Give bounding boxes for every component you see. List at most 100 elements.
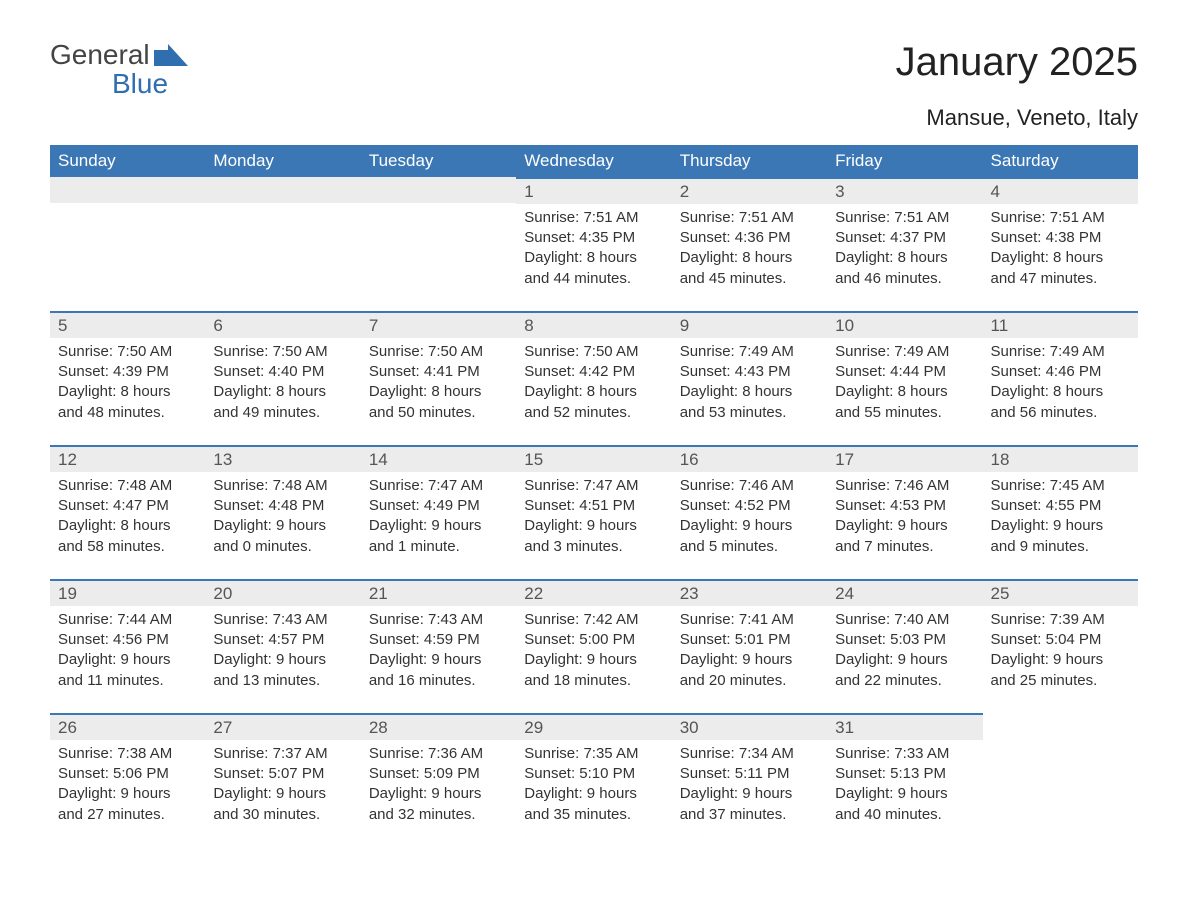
day-details: Sunrise: 7:39 AMSunset: 5:04 PMDaylight:… [983,606,1138,697]
daylight-line: Daylight: 8 hours and 45 minutes. [680,248,819,289]
daylight-line: Daylight: 8 hours and 52 minutes. [524,382,663,423]
sunset-line: Sunset: 4:47 PM [58,496,197,516]
sunset-line: Sunset: 4:49 PM [369,496,508,516]
sunset-line: Sunset: 4:51 PM [524,496,663,516]
weekday-header: Saturday [983,145,1138,177]
sunrise-line: Sunrise: 7:46 AM [680,476,819,496]
sunrise-line: Sunrise: 7:50 AM [213,342,352,362]
daylight-line: Daylight: 9 hours and 30 minutes. [213,784,352,825]
sunrise-line: Sunrise: 7:51 AM [835,208,974,228]
day-number: 20 [205,579,360,606]
daylight-line: Daylight: 9 hours and 1 minute. [369,516,508,557]
sunset-line: Sunset: 4:35 PM [524,228,663,248]
daylight-line: Daylight: 8 hours and 55 minutes. [835,382,974,423]
logo-flag-icon [154,44,188,66]
sunset-line: Sunset: 5:07 PM [213,764,352,784]
calendar-cell: 19Sunrise: 7:44 AMSunset: 4:56 PMDayligh… [50,579,205,713]
sunrise-line: Sunrise: 7:33 AM [835,744,974,764]
day-details: Sunrise: 7:50 AMSunset: 4:39 PMDaylight:… [50,338,205,429]
sunset-line: Sunset: 4:43 PM [680,362,819,382]
day-details: Sunrise: 7:45 AMSunset: 4:55 PMDaylight:… [983,472,1138,563]
sunset-line: Sunset: 4:59 PM [369,630,508,650]
sunrise-line: Sunrise: 7:42 AM [524,610,663,630]
day-details: Sunrise: 7:38 AMSunset: 5:06 PMDaylight:… [50,740,205,831]
weekday-header: Wednesday [516,145,671,177]
calendar-cell: 18Sunrise: 7:45 AMSunset: 4:55 PMDayligh… [983,445,1138,579]
day-number: 11 [983,311,1138,338]
calendar-week-row: 19Sunrise: 7:44 AMSunset: 4:56 PMDayligh… [50,579,1138,713]
day-number: 30 [672,713,827,740]
day-number: 16 [672,445,827,472]
sunrise-line: Sunrise: 7:47 AM [524,476,663,496]
calendar-week-row: 26Sunrise: 7:38 AMSunset: 5:06 PMDayligh… [50,713,1138,847]
sunset-line: Sunset: 5:09 PM [369,764,508,784]
day-number: 23 [672,579,827,606]
daylight-line: Daylight: 8 hours and 53 minutes. [680,382,819,423]
day-number: 21 [361,579,516,606]
daylight-line: Daylight: 8 hours and 44 minutes. [524,248,663,289]
day-number: 1 [516,177,671,204]
day-details: Sunrise: 7:50 AMSunset: 4:42 PMDaylight:… [516,338,671,429]
weekday-header-row: SundayMondayTuesdayWednesdayThursdayFrid… [50,145,1138,177]
sunset-line: Sunset: 4:57 PM [213,630,352,650]
sunset-line: Sunset: 4:42 PM [524,362,663,382]
calendar-cell: 28Sunrise: 7:36 AMSunset: 5:09 PMDayligh… [361,713,516,847]
sunrise-line: Sunrise: 7:34 AM [680,744,819,764]
sunset-line: Sunset: 4:46 PM [991,362,1130,382]
calendar-cell: 31Sunrise: 7:33 AMSunset: 5:13 PMDayligh… [827,713,982,847]
day-number: 5 [50,311,205,338]
calendar-cell: 13Sunrise: 7:48 AMSunset: 4:48 PMDayligh… [205,445,360,579]
day-details: Sunrise: 7:42 AMSunset: 5:00 PMDaylight:… [516,606,671,697]
day-number: 8 [516,311,671,338]
calendar-cell: 4Sunrise: 7:51 AMSunset: 4:38 PMDaylight… [983,177,1138,311]
sunrise-line: Sunrise: 7:36 AM [369,744,508,764]
calendar-week-row: 12Sunrise: 7:48 AMSunset: 4:47 PMDayligh… [50,445,1138,579]
calendar-cell: 16Sunrise: 7:46 AMSunset: 4:52 PMDayligh… [672,445,827,579]
sunset-line: Sunset: 4:41 PM [369,362,508,382]
calendar-cell: 6Sunrise: 7:50 AMSunset: 4:40 PMDaylight… [205,311,360,445]
calendar-cell: 2Sunrise: 7:51 AMSunset: 4:36 PMDaylight… [672,177,827,311]
day-number: 25 [983,579,1138,606]
sunrise-line: Sunrise: 7:35 AM [524,744,663,764]
weekday-header: Friday [827,145,982,177]
sunset-line: Sunset: 4:52 PM [680,496,819,516]
calendar-cell: 17Sunrise: 7:46 AMSunset: 4:53 PMDayligh… [827,445,982,579]
daylight-line: Daylight: 9 hours and 16 minutes. [369,650,508,691]
sunrise-line: Sunrise: 7:47 AM [369,476,508,496]
day-details: Sunrise: 7:47 AMSunset: 4:49 PMDaylight:… [361,472,516,563]
calendar-cell: 8Sunrise: 7:50 AMSunset: 4:42 PMDaylight… [516,311,671,445]
day-number: 22 [516,579,671,606]
logo-text-general: General [50,40,150,69]
weekday-header: Thursday [672,145,827,177]
calendar-cell [205,177,360,311]
day-details: Sunrise: 7:43 AMSunset: 4:59 PMDaylight:… [361,606,516,697]
day-number: 7 [361,311,516,338]
day-details: Sunrise: 7:51 AMSunset: 4:38 PMDaylight:… [983,204,1138,295]
day-details: Sunrise: 7:48 AMSunset: 4:47 PMDaylight:… [50,472,205,563]
sunrise-line: Sunrise: 7:49 AM [835,342,974,362]
daylight-line: Daylight: 9 hours and 11 minutes. [58,650,197,691]
day-number: 26 [50,713,205,740]
day-number: 15 [516,445,671,472]
day-details: Sunrise: 7:47 AMSunset: 4:51 PMDaylight:… [516,472,671,563]
sunset-line: Sunset: 4:36 PM [680,228,819,248]
logo-text-blue: Blue [112,69,188,98]
calendar-cell: 26Sunrise: 7:38 AMSunset: 5:06 PMDayligh… [50,713,205,847]
empty-day-header [50,177,205,203]
day-number: 2 [672,177,827,204]
sunrise-line: Sunrise: 7:43 AM [369,610,508,630]
sunset-line: Sunset: 5:00 PM [524,630,663,650]
day-details: Sunrise: 7:46 AMSunset: 4:53 PMDaylight:… [827,472,982,563]
calendar-cell: 29Sunrise: 7:35 AMSunset: 5:10 PMDayligh… [516,713,671,847]
day-number: 29 [516,713,671,740]
daylight-line: Daylight: 8 hours and 46 minutes. [835,248,974,289]
sunrise-line: Sunrise: 7:48 AM [213,476,352,496]
day-number: 13 [205,445,360,472]
day-details: Sunrise: 7:48 AMSunset: 4:48 PMDaylight:… [205,472,360,563]
calendar-cell: 3Sunrise: 7:51 AMSunset: 4:37 PMDaylight… [827,177,982,311]
sunrise-line: Sunrise: 7:45 AM [991,476,1130,496]
sunset-line: Sunset: 5:06 PM [58,764,197,784]
weekday-header: Tuesday [361,145,516,177]
day-number: 12 [50,445,205,472]
sunrise-line: Sunrise: 7:50 AM [369,342,508,362]
